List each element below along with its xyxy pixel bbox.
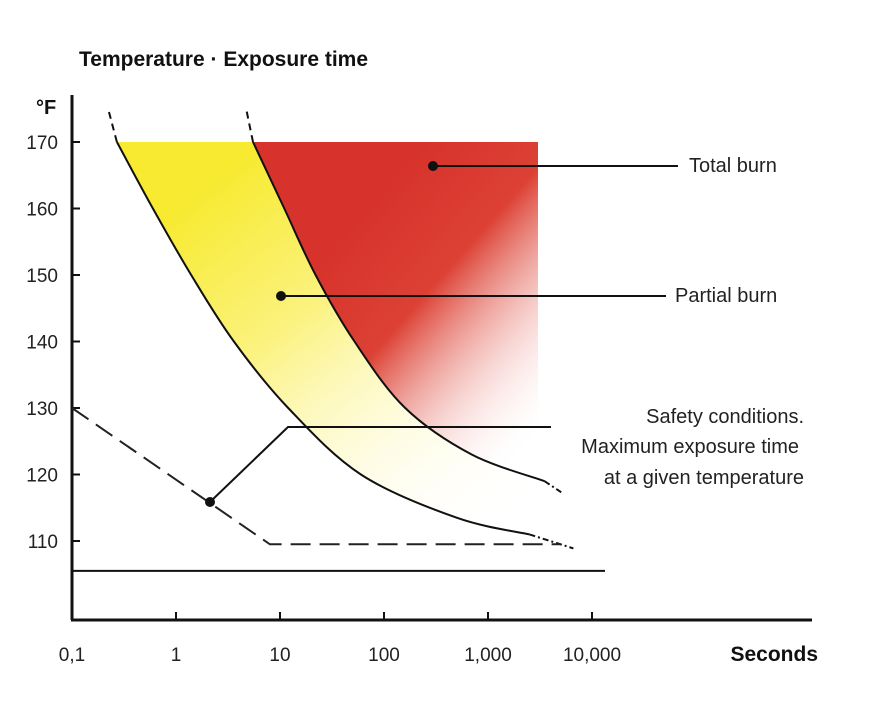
safety-label-line2: Maximum exposure time — [581, 436, 799, 458]
partial-burn-label: Partial burn — [675, 285, 777, 307]
total-burn-curve-extension-top — [245, 107, 254, 143]
safety-label-line3: at a given temperature — [604, 467, 804, 489]
y-tick-label: 130 — [26, 399, 58, 420]
safety-limit-line — [71, 407, 561, 546]
x-tick-label: 1,000 — [464, 645, 512, 666]
x-tick-label: 1 — [171, 645, 182, 666]
chart-title: Temperature · Exposure time — [79, 48, 368, 71]
total-burn-curve-extension-bottom — [544, 480, 564, 495]
total-burn-curve — [252, 141, 545, 483]
y-tick-label: 150 — [26, 266, 58, 287]
y-tick-label: 140 — [26, 333, 58, 354]
partial-burn-region — [116, 142, 545, 535]
safety-leader — [205, 426, 551, 507]
y-tick-label: 120 — [26, 466, 58, 487]
total-burn-leader — [428, 161, 678, 171]
y-tick-label: 110 — [28, 532, 58, 553]
partial-burn-curve-extension-bottom — [529, 533, 574, 550]
total-burn-label: Total burn — [689, 155, 777, 177]
x-tick-label: 10 — [269, 645, 290, 666]
partial-burn-curve — [116, 141, 530, 536]
partial-burn-leader — [276, 291, 666, 301]
x-axis-label: Seconds — [730, 643, 818, 666]
x-tick-label: 10,000 — [563, 645, 621, 666]
y-tick-label: 160 — [26, 200, 58, 221]
y-axis-label: °F — [36, 97, 56, 119]
partial-burn-curve-extension-top — [106, 107, 118, 143]
total-burn-region — [253, 142, 545, 482]
x-tick-label: 100 — [368, 645, 400, 666]
y-tick-label: 170 — [26, 133, 58, 154]
safety-label-line1: Safety conditions. — [646, 406, 804, 428]
x-tick-label: 0,1 — [59, 645, 85, 666]
